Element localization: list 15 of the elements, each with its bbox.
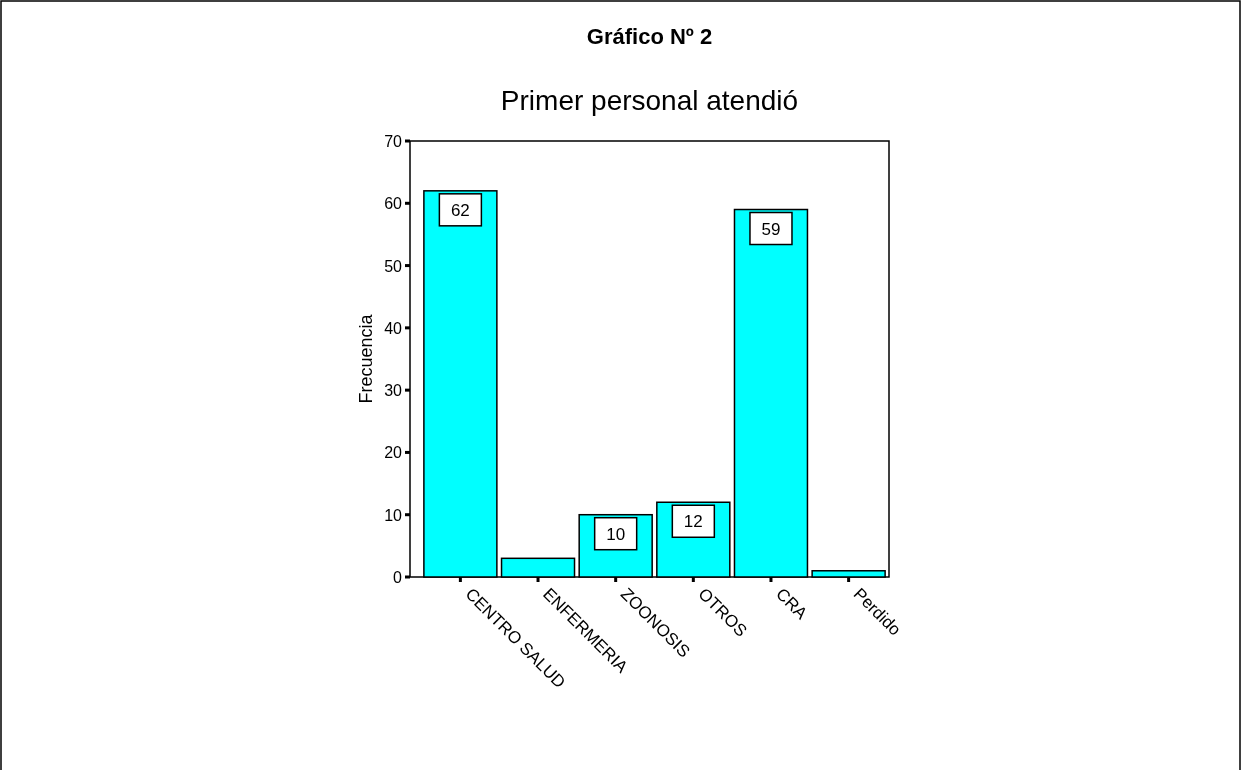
chart-title: Gráfico Nº 2 xyxy=(586,24,713,49)
y-tick-label: 0 xyxy=(393,569,403,586)
data-label: 59 xyxy=(761,219,781,239)
y-tick-label: 40 xyxy=(384,319,403,337)
y-tick-label: 30 xyxy=(384,382,403,400)
data-label: 62 xyxy=(450,200,470,220)
chart-subtitle: Primer personal atendió xyxy=(500,85,799,116)
y-tick-label: 50 xyxy=(384,257,403,275)
data-label: 10 xyxy=(606,524,626,544)
y-axis-title: Frecuencia xyxy=(356,313,376,404)
y-tick-label: 70 xyxy=(384,133,403,150)
y-tick-label: 20 xyxy=(384,444,403,462)
data-label: 12 xyxy=(683,512,703,532)
y-tick-label: 10 xyxy=(384,506,403,524)
y-tick-label: 60 xyxy=(384,195,403,213)
